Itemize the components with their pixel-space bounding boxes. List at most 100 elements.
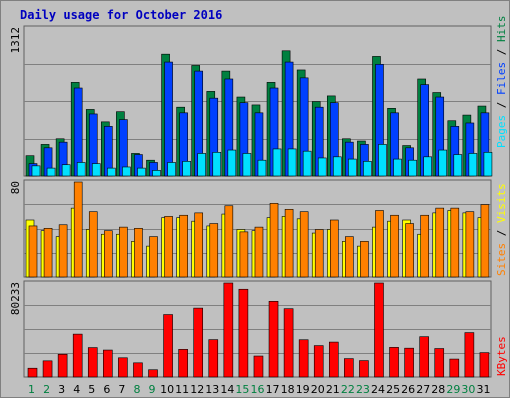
- bar-pages-day-1: [31, 165, 41, 177]
- bar-kbytes-day-10: [163, 314, 173, 378]
- bar-pages-day-19: [302, 150, 312, 177]
- bar-pages-day-20: [317, 157, 327, 177]
- bar-sites-day-29: [450, 207, 460, 278]
- x-tick-label: 2: [43, 383, 50, 396]
- x-tick-label: 14: [220, 383, 234, 396]
- legend-entry: Files: [495, 62, 508, 95]
- bar-sites-day-10: [164, 216, 173, 278]
- bar-kbytes-day-21: [328, 341, 339, 378]
- x-tick-label: 29: [446, 383, 460, 396]
- bar-pages-day-3: [61, 164, 71, 177]
- bar-pages-day-9: [152, 170, 161, 177]
- bar-pages-day-26: [408, 159, 417, 177]
- bar-kbytes-day-30: [464, 332, 475, 378]
- bar-sites-day-9: [149, 236, 158, 278]
- bar-pages-day-31: [483, 152, 493, 177]
- chart-title: Daily usage for October 2016: [20, 8, 223, 22]
- x-tick-label: 15: [235, 383, 249, 396]
- bar-kbytes-day-9: [148, 369, 158, 378]
- x-tick-label: 30: [461, 383, 475, 396]
- bar-pages-day-5: [91, 163, 101, 177]
- bar-sites-day-28: [435, 207, 445, 278]
- legend-bottom: KBytes: [495, 336, 508, 376]
- bar-sites-day-3: [58, 224, 68, 278]
- x-tick-label: 22: [341, 383, 355, 396]
- x-tick-label: 18: [281, 383, 295, 396]
- bar-kbytes-day-17: [268, 301, 279, 378]
- bar-pages-day-24: [378, 144, 387, 177]
- bar-sites-day-17: [269, 203, 279, 278]
- x-tick-label: 3: [58, 383, 65, 396]
- x-tick-label: 26: [401, 383, 415, 396]
- bar-kbytes-day-1: [27, 367, 38, 378]
- bar-kbytes-day-12: [193, 307, 204, 378]
- bar-kbytes-day-18: [283, 308, 294, 378]
- x-tick-label: 9: [149, 383, 156, 396]
- x-tick-label: 1: [28, 383, 35, 396]
- legend-entry: /: [495, 95, 508, 115]
- bar-sites-day-20: [314, 229, 324, 278]
- bar-sites-day-27: [420, 214, 429, 278]
- bar-kbytes-day-26: [404, 347, 414, 378]
- bar-sites-day-21: [329, 219, 339, 278]
- bar-kbytes-day-2: [42, 360, 53, 378]
- x-tick-label: 21: [326, 383, 340, 396]
- bar-pages-day-14: [227, 149, 237, 177]
- y-max-label: 80: [9, 181, 22, 194]
- bar-pages-day-17: [272, 148, 282, 177]
- bar-sites-day-5: [88, 211, 98, 278]
- bar-pages-day-8: [137, 167, 146, 177]
- bar-sites-day-25: [390, 214, 399, 278]
- y-max-label: 80233: [9, 282, 22, 315]
- x-tick-label: 11: [175, 383, 189, 396]
- bar-sites-day-8: [134, 228, 143, 278]
- bar-pages-day-28: [438, 149, 448, 177]
- bar-kbytes-day-27: [419, 336, 429, 378]
- x-tick-label: 20: [311, 383, 325, 396]
- bar-pages-day-6: [107, 167, 116, 177]
- bar-pages-day-27: [423, 156, 432, 177]
- legend-entry: KBytes: [495, 336, 508, 376]
- x-tick-label: 31: [476, 383, 490, 396]
- bar-pages-day-15: [242, 153, 252, 177]
- bar-sites-day-30: [465, 211, 475, 278]
- bar-kbytes-day-13: [208, 339, 219, 378]
- legend-entry: Hits: [495, 16, 508, 43]
- bar-kbytes-day-25: [389, 347, 399, 378]
- bar-pages-day-7: [122, 166, 131, 177]
- x-tick-label: 27: [416, 383, 430, 396]
- bar-kbytes-day-22: [344, 358, 354, 378]
- x-tick-label: 23: [356, 383, 370, 396]
- bar-sites-day-4: [73, 181, 83, 278]
- bar-kbytes-day-29: [449, 358, 460, 378]
- x-tick-label: 19: [296, 383, 310, 396]
- bar-sites-day-15: [239, 231, 249, 278]
- bar-sites-day-12: [194, 212, 204, 278]
- bar-kbytes-day-14: [223, 282, 234, 378]
- bar-pages-day-10: [167, 162, 176, 177]
- bar-sites-day-31: [480, 204, 490, 278]
- x-tick-label: 6: [103, 383, 110, 396]
- x-tick-label: 13: [205, 383, 219, 396]
- bar-pages-day-11: [182, 161, 191, 177]
- legend-entry: Pages: [495, 115, 508, 148]
- legend-entry: Visits: [495, 183, 508, 223]
- x-tick-label: 12: [190, 383, 204, 396]
- x-tick-label: 7: [118, 383, 125, 396]
- bar-sites-day-11: [179, 214, 188, 278]
- x-tick-label: 28: [431, 383, 445, 396]
- bar-sites-day-1: [28, 225, 38, 278]
- bar-kbytes-day-5: [87, 347, 98, 378]
- bar-kbytes-day-16: [253, 355, 264, 378]
- bar-sites-day-14: [224, 205, 234, 278]
- bar-pages-day-25: [393, 158, 402, 177]
- bar-sites-day-13: [209, 223, 219, 278]
- legend-entry: /: [495, 42, 508, 62]
- bar-sites-day-2: [43, 228, 53, 278]
- x-tick-label: 24: [371, 383, 385, 396]
- legend-entry: /: [495, 223, 508, 243]
- bar-kbytes-day-3: [57, 353, 68, 378]
- legend-entry: Sites: [495, 243, 508, 276]
- bar-sites-day-24: [375, 210, 384, 278]
